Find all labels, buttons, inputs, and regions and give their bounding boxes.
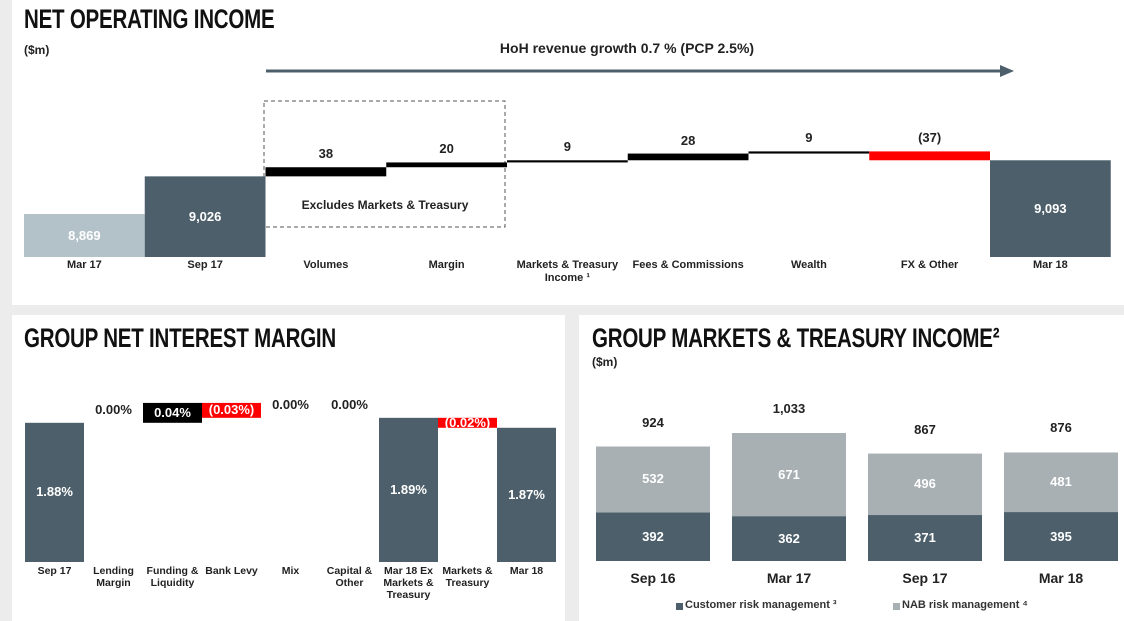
bar — [869, 151, 990, 161]
x-tick-label: Sep 16 — [630, 570, 676, 586]
total-label: 867 — [914, 421, 936, 437]
legend-label: NAB risk management ⁴ — [902, 599, 1028, 611]
x-tick-label: Mar 17 — [766, 570, 812, 586]
value-label: 362 — [778, 530, 800, 546]
bar — [438, 417, 497, 428]
x-tick-label: Volumes — [303, 259, 349, 271]
bar — [386, 162, 507, 168]
x-tick-label: Funding & Liquidity — [146, 565, 199, 590]
value-label: 481 — [1050, 474, 1072, 490]
bar-segment — [868, 453, 982, 516]
value-label: 1.89% — [390, 481, 427, 497]
arrow-head — [1000, 65, 1014, 77]
x-tick-label: FX & Other — [900, 259, 959, 271]
bar-segment — [732, 433, 846, 517]
legend-label: Customer risk management ³ — [685, 599, 837, 611]
bar — [144, 176, 266, 257]
bar-segment — [1004, 512, 1118, 561]
value-label: (37) — [918, 130, 942, 146]
x-tick-label: Margin — [428, 259, 465, 271]
bar — [507, 160, 628, 163]
x-tick-label: Sep 17 — [37, 565, 72, 577]
value-label: 0.00% — [331, 396, 368, 412]
total-label: 924 — [642, 414, 664, 430]
bar-segment — [868, 515, 982, 561]
bar — [24, 214, 145, 257]
value-label: 392 — [642, 528, 664, 544]
x-tick-label: Wealth — [790, 259, 827, 271]
chart-title: GROUP NET INTEREST MARGIN — [24, 323, 337, 353]
value-label: 28 — [680, 132, 696, 148]
value-label: 9 — [805, 130, 813, 146]
x-tick-label: Capital & Other — [326, 565, 373, 590]
x-tick-label: Mar 18 — [1032, 259, 1068, 271]
x-tick-label: Mix — [281, 565, 300, 577]
x-tick-label: Sep 17 — [902, 570, 948, 586]
legend-swatch — [893, 603, 900, 610]
bar — [202, 402, 261, 418]
bar — [627, 153, 749, 161]
x-tick-label: Mar 18 Ex Markets & Treasury — [383, 565, 434, 602]
bar — [497, 427, 556, 562]
bar — [265, 167, 387, 177]
bar-segment — [596, 446, 710, 513]
value-label: 9,093 — [1034, 200, 1067, 216]
value-label: 532 — [642, 471, 664, 487]
annotation: Excludes Markets & Treasury — [301, 198, 469, 212]
x-tick-label: Bank Levy — [205, 565, 258, 577]
panel — [12, 315, 565, 621]
value-label: 0.00% — [272, 396, 309, 412]
bar — [379, 417, 438, 562]
x-tick-label: Mar 18 — [1038, 570, 1084, 586]
chart-title: NET OPERATING INCOME — [24, 4, 275, 34]
value-label: 671 — [778, 466, 800, 482]
bar — [25, 422, 84, 562]
value-label: 38 — [318, 146, 334, 162]
value-label: 395 — [1050, 528, 1072, 544]
value-label: 0.00% — [95, 401, 132, 417]
x-tick-label: Markets & Treasury Income ¹ — [516, 259, 619, 284]
bar-segment — [596, 512, 710, 561]
chart-subtitle: ($m) — [24, 43, 50, 57]
value-label: 1.88% — [36, 484, 73, 500]
x-tick-label: Fees & Commissions — [632, 259, 744, 271]
value-label: (0.03%) — [208, 402, 255, 418]
bar-segment — [1004, 452, 1118, 513]
x-tick-label: Mar 18 — [509, 565, 544, 577]
bar — [990, 160, 1111, 257]
x-tick-label: Mar 17 — [66, 259, 102, 271]
value-label: 496 — [914, 476, 936, 492]
value-label: 371 — [914, 530, 936, 545]
chart-title: GROUP MARKETS & TREASURY INCOME² — [592, 323, 1000, 353]
x-tick-label: Lending Margin — [93, 565, 134, 590]
value-label: 1.87% — [508, 486, 545, 502]
value-label: 9,026 — [188, 208, 222, 224]
bar-segment — [732, 516, 846, 561]
total-label: 1,033 — [772, 401, 806, 416]
bar — [748, 151, 870, 154]
value-label: 0.04% — [154, 404, 191, 420]
x-tick-label: Sep 17 — [187, 259, 223, 271]
value-label: (0.02%) — [444, 414, 491, 430]
total-label: 876 — [1050, 420, 1072, 436]
bar — [143, 402, 202, 423]
chart-subtitle: ($m) — [592, 355, 618, 369]
annotation: HoH revenue growth 0.7 % (PCP 2.5%) — [499, 40, 755, 56]
value-label: 9 — [563, 139, 571, 155]
legend-swatch — [676, 603, 683, 610]
x-tick-label: Markets & Treasury — [442, 565, 493, 590]
value-label: 8,869 — [68, 227, 101, 243]
value-label: 20 — [439, 141, 454, 157]
